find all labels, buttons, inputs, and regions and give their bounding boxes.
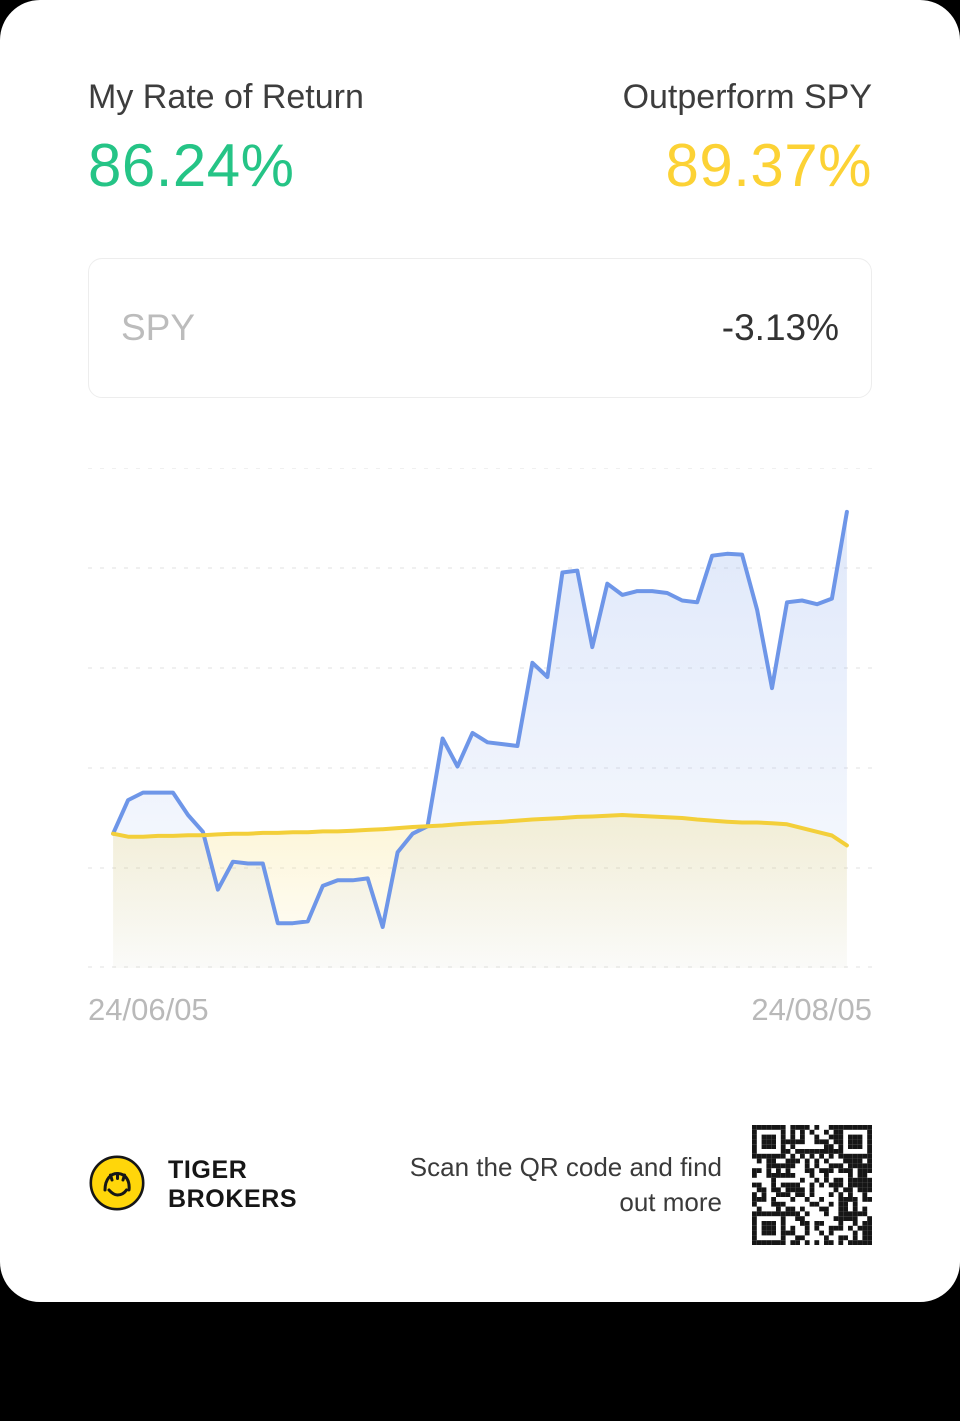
x-axis-start-date: 24/06/05	[88, 992, 209, 1027]
performance-header: My Rate of Return 86.24% Outperform SPY …	[88, 80, 872, 196]
outperform-value: 89.37%	[665, 132, 872, 199]
my-return-value: 86.24%	[88, 132, 295, 199]
footer: TIGER BROKERS Scan the QR code and find …	[88, 1125, 872, 1245]
benchmark-change: -3.13%	[721, 307, 839, 348]
outperform-label: Outperform SPY	[622, 78, 872, 116]
tiger-logo-icon	[88, 1154, 146, 1217]
performance-chart	[88, 468, 872, 968]
brand-block: TIGER BROKERS	[88, 1154, 297, 1217]
share-card: My Rate of Return 86.24% Outperform SPY …	[0, 0, 960, 1302]
my-return-block: My Rate of Return 86.24%	[88, 80, 364, 196]
chart-x-axis: 24/06/05 24/08/05	[88, 994, 872, 1025]
qr-caption: Scan the QR code and find out more	[409, 1151, 722, 1217]
brand-name-line1: TIGER	[168, 1155, 248, 1184]
benchmark-symbol: SPY	[121, 307, 196, 348]
qr-code	[752, 1125, 872, 1245]
x-axis-end-date: 24/08/05	[751, 992, 872, 1027]
my-return-label: My Rate of Return	[88, 78, 364, 116]
brand-name: TIGER BROKERS	[168, 1155, 298, 1214]
brand-name-line2: BROKERS	[168, 1185, 298, 1213]
performance-chart-container	[88, 468, 872, 968]
benchmark-card-spy[interactable]: SPY -3.13%	[88, 258, 872, 398]
outperform-block: Outperform SPY 89.37%	[623, 80, 872, 196]
